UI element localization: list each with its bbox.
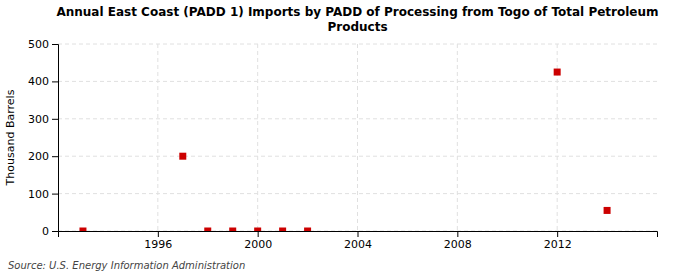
- point: [304, 228, 311, 232]
- x-axis-line: [59, 232, 658, 238]
- y-tick-mark: [52, 156, 58, 157]
- y-tick-label: 500: [28, 38, 49, 51]
- grid-line: [357, 44, 358, 231]
- point: [279, 228, 286, 232]
- point: [79, 228, 86, 232]
- x-tick: 2004: [344, 231, 372, 251]
- x-tick: 2000: [244, 231, 272, 251]
- x-tick-mark: [258, 231, 259, 237]
- y-tick: 200: [28, 150, 58, 163]
- annotation: Source: U.S. Energy Information Administ…: [8, 260, 245, 271]
- x-tick-mark: [557, 231, 558, 237]
- grid-line: [157, 44, 158, 231]
- point: [604, 207, 611, 214]
- grid-line: [457, 44, 458, 231]
- grid-line: [257, 44, 258, 231]
- x-tick-mark: [457, 231, 458, 237]
- y-tick: 0: [42, 225, 58, 238]
- y-axis: 0 100 200 300 400 500: [28, 38, 59, 238]
- x-tick-mark: [358, 231, 359, 237]
- y-tick-label: 400: [28, 75, 49, 88]
- y-tick-label: 200: [28, 150, 49, 163]
- y-tick-mark: [52, 231, 58, 232]
- y-tick: 300: [28, 113, 58, 126]
- y-axis-title: Thousand Barrels: [4, 89, 17, 186]
- point: [229, 228, 236, 232]
- point: [179, 153, 186, 160]
- x-tick-label: 2012: [544, 238, 572, 251]
- x-tick-label: 2000: [244, 238, 272, 251]
- title: Annual East Coast (PADD 1) Imports by PA…: [56, 5, 658, 34]
- point: [554, 69, 561, 76]
- plot-area: [79, 69, 610, 231]
- x-tick: 2008: [444, 231, 472, 251]
- x-tick-label: 2008: [444, 238, 472, 251]
- chart: 1996 2000 2004 2008 2012 0 100 200 300 400 500 Annu…: [0, 0, 675, 275]
- y-tick: 400: [28, 75, 58, 88]
- y-tick-mark: [52, 119, 58, 120]
- y-axis-line: [52, 45, 59, 232]
- y-tick: 500: [28, 38, 58, 51]
- x-tick-label: 2004: [344, 238, 372, 251]
- y-tick-mark: [52, 194, 58, 195]
- x-tick-label: 1996: [144, 238, 172, 251]
- point: [254, 228, 261, 232]
- x-tick: 1996: [144, 231, 172, 251]
- point: [204, 228, 211, 232]
- y-tick-mark: [52, 81, 58, 82]
- grid-line: [58, 118, 657, 119]
- y-tick-mark: [52, 44, 58, 45]
- x-axis: 1996 2000 2004 2008 2012: [59, 231, 658, 251]
- y-tick: 100: [28, 188, 58, 201]
- x-tick-mark: [158, 231, 159, 237]
- grid: [58, 44, 657, 231]
- y-tick-label: 100: [28, 188, 49, 201]
- y-tick-label: 300: [28, 113, 49, 126]
- y-tick-label: 0: [42, 225, 49, 238]
- x-tick: 2012: [544, 231, 572, 251]
